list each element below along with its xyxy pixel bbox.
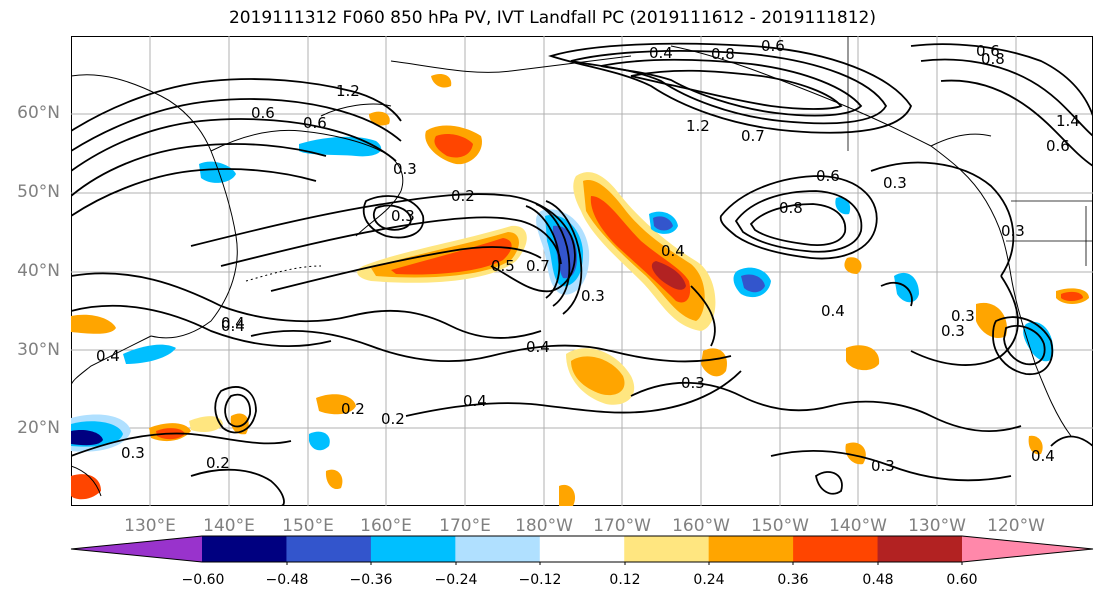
- colorbar-segment: [286, 536, 372, 562]
- contour-label: 0.6: [303, 114, 327, 132]
- contour-label: 1.2: [336, 82, 360, 100]
- colorbar-segment: [624, 536, 710, 562]
- colorbar-segment: [455, 536, 541, 562]
- colorbar-tick-label: 0.36: [777, 572, 809, 588]
- contour-label: 0.3: [871, 457, 895, 475]
- colorbar-tick-label: −0.12: [518, 572, 562, 588]
- map-plot: 0.4 0.8 0.6 1.2 0.6 0.6 0.3 0.2 0.3 0.4 …: [71, 36, 1093, 506]
- colorbar-tick-label: 0.12: [609, 572, 641, 588]
- contour-label: 0.3: [941, 322, 965, 340]
- contour-label: 0.2: [381, 410, 405, 428]
- colorbar-segment: [962, 536, 1093, 562]
- colorbar-tick-label: −0.36: [349, 572, 393, 588]
- contour-label: 0.7: [526, 257, 550, 275]
- lon-label: 160°W: [672, 516, 730, 536]
- coastlines: [71, 45, 1072, 497]
- contour-label: 0.4: [221, 314, 245, 332]
- contour-label: 0.3: [581, 287, 605, 305]
- lat-label: 60°N: [17, 103, 60, 123]
- contour-label: 0.4: [526, 338, 550, 356]
- colorbar-segment: [202, 536, 287, 562]
- contour-label: 0.5: [491, 257, 515, 275]
- contour-label: 0.6: [816, 167, 840, 185]
- lat-label: 20°N: [17, 418, 60, 438]
- contour-label: 0.3: [393, 160, 417, 178]
- colorbar-segment: [793, 536, 879, 562]
- lon-label: 150°W: [751, 516, 809, 536]
- lon-label: 170°E: [439, 516, 491, 536]
- colorbar-tick-label: −0.24: [434, 572, 478, 588]
- lat-label: 40°N: [17, 261, 60, 281]
- colorbar-segment: [877, 536, 963, 562]
- colorbar-tick-label: 0.24: [693, 572, 725, 588]
- contour-label: 0.3: [391, 207, 415, 225]
- pv-contours: [71, 42, 1093, 506]
- contour-label: 0.2: [451, 187, 475, 205]
- lon-label: 180°W: [515, 516, 573, 536]
- lon-label: 140°E: [203, 516, 255, 536]
- lon-label: 130°E: [124, 516, 176, 536]
- contour-label: 0.3: [883, 174, 907, 192]
- colorbar-tick-label: 0.60: [946, 572, 978, 588]
- contour-label: 0.4: [96, 347, 120, 365]
- map-title: 2019111312 F060 850 hPa PV, IVT Landfall…: [228, 8, 876, 28]
- colorbar-segment: [71, 536, 202, 562]
- contour-label: 0.8: [981, 50, 1005, 68]
- colorbar-ticks: [286, 562, 963, 565]
- colorbar-segment: [708, 536, 794, 562]
- lon-label: 160°E: [360, 516, 412, 536]
- contour-label: 0.4: [649, 44, 673, 62]
- contour-label: 0.6: [761, 37, 785, 55]
- contour-label: 0.7: [741, 127, 765, 145]
- contour-label: 0.6: [976, 42, 1000, 60]
- contour-label: 1.4: [1056, 112, 1080, 130]
- lat-label: 30°N: [17, 340, 60, 360]
- contour-label: 1.2: [686, 117, 710, 135]
- contour-label: 0.2: [341, 400, 365, 418]
- contour-label: 0.6: [251, 104, 275, 122]
- contour-label: 0.3: [681, 374, 705, 392]
- lon-label: 130°W: [908, 516, 966, 536]
- contour-label: 0.3: [1001, 222, 1025, 240]
- shaded-field: [71, 74, 1089, 506]
- contour-label: 0.4: [221, 317, 245, 335]
- colorbar-segment: [539, 536, 625, 562]
- colorbar: [70, 535, 1094, 565]
- lat-label: 50°N: [17, 182, 60, 202]
- lon-label: 120°W: [987, 516, 1045, 536]
- contour-labels: 0.4 0.8 0.6 1.2 0.6 0.6 0.3 0.2 0.3 0.4 …: [96, 37, 1080, 475]
- colorbar-segment: [370, 536, 456, 562]
- colorbar-segments: [71, 536, 1093, 562]
- lon-label: 170°W: [593, 516, 651, 536]
- lon-label: 150°E: [282, 516, 334, 536]
- contour-label: 0.4: [1031, 447, 1055, 465]
- lon-label: 140°W: [829, 516, 887, 536]
- colorbar-tick-label: 0.48: [862, 572, 894, 588]
- contour-label: 0.2: [206, 454, 230, 472]
- contour-label: 0.8: [711, 45, 735, 63]
- contour-label: 0.3: [951, 307, 975, 325]
- contour-label: 0.3: [121, 444, 145, 462]
- contour-label: 0.6: [1046, 137, 1070, 155]
- contour-label: 0.4: [463, 392, 487, 410]
- colorbar-tick-label: −0.48: [265, 572, 309, 588]
- contour-label: 0.8: [779, 199, 803, 217]
- colorbar-outline: [70, 535, 1094, 563]
- colorbar-tick-label: −0.60: [181, 572, 225, 588]
- contour-label: 0.4: [821, 302, 845, 320]
- contour-label: 0.4: [661, 242, 685, 260]
